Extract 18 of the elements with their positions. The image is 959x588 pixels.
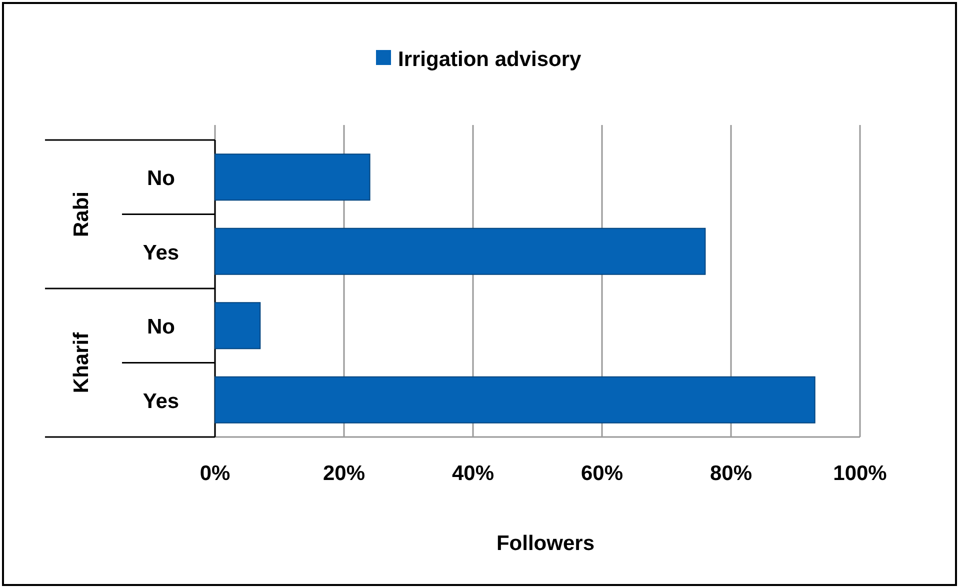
x-tick-label: 60% — [580, 462, 624, 485]
y-tick-label: Yes — [142, 390, 180, 413]
text: Kharif — [70, 331, 93, 394]
x-tick-label: 0% — [200, 462, 230, 485]
y-tick-label: No — [147, 167, 175, 190]
y-tick-label: No — [147, 316, 175, 339]
bar — [214, 228, 706, 275]
legend-label: Irrigation advisory — [398, 48, 582, 71]
text: Rabi — [70, 191, 93, 238]
bar — [214, 302, 261, 350]
x-tick-label: 80% — [710, 462, 752, 485]
x-axis-title: Followers — [496, 532, 595, 555]
x-tick-label: 20% — [322, 462, 366, 485]
x-tick-label: 40% — [452, 462, 494, 485]
bar — [214, 376, 816, 424]
bar — [214, 154, 370, 201]
y-tick-label: Yes — [142, 241, 180, 264]
x-tick-label: 100% — [833, 462, 888, 485]
